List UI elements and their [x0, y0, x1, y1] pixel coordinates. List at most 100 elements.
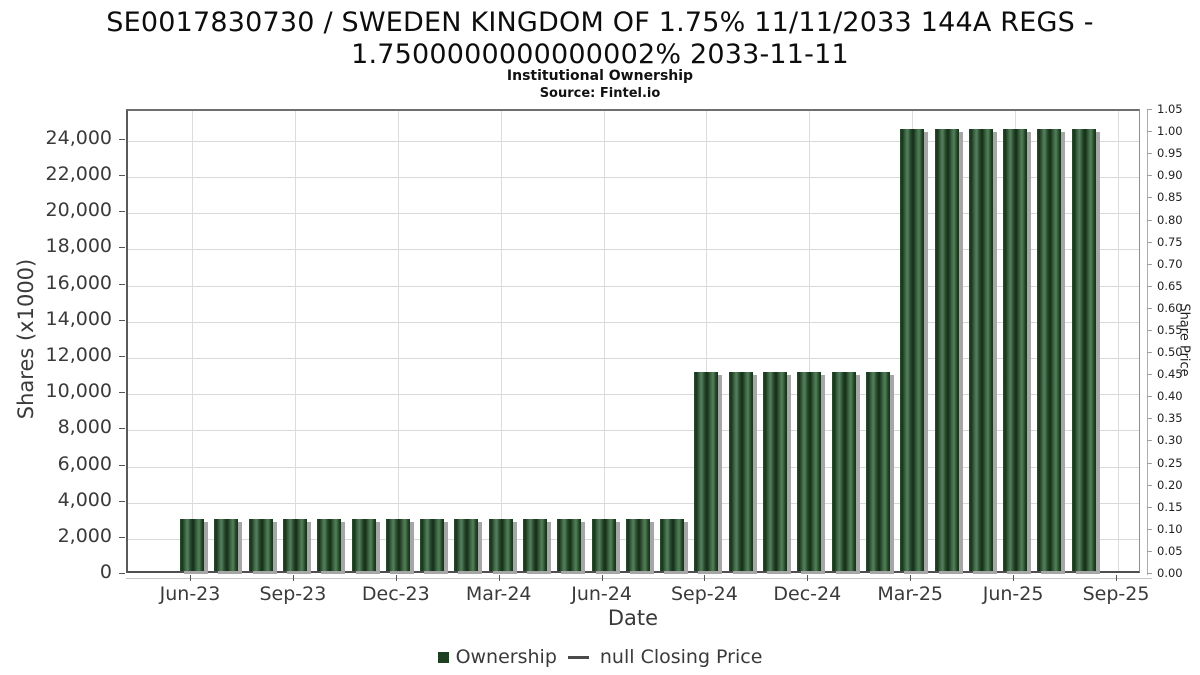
- ownership-bar-Jan-25[interactable]: [831, 372, 856, 571]
- chart-subtitle: Institutional Ownership: [506, 68, 694, 84]
- right-tick-label: 0.15: [1157, 499, 1183, 514]
- v-gridline: [706, 111, 708, 571]
- right-axis-spine: [1147, 109, 1148, 575]
- right-tick-label: 0.45: [1157, 367, 1183, 382]
- right-tick-mark: [1147, 573, 1152, 574]
- h-gridline: [128, 177, 1139, 178]
- ownership-bar-Oct-23[interactable]: [317, 519, 342, 571]
- right-tick-label: 0.70: [1157, 256, 1183, 271]
- right-tick-mark: [1147, 175, 1152, 177]
- ownership-bar-Aug-23[interactable]: [248, 519, 273, 571]
- ownership-bar-Jul-24[interactable]: [625, 519, 650, 571]
- v-gridline: [294, 111, 296, 571]
- y-tick-label: 14,000: [45, 307, 112, 330]
- h-gridline: [128, 140, 1139, 142]
- right-tick-mark: [1147, 418, 1152, 420]
- ownership-bar-Mar-24[interactable]: [488, 519, 513, 571]
- right-tick-label: 0.35: [1157, 411, 1183, 426]
- h-gridline: [128, 213, 1139, 215]
- y-tick-label: 6,000: [57, 452, 112, 475]
- ownership-bar-Jul-23[interactable]: [214, 519, 239, 571]
- right-tick-mark: [1147, 550, 1152, 552]
- x-tick-label: Jun-24: [571, 583, 632, 605]
- y-tick-label: 12,000: [45, 343, 112, 366]
- ownership-bar-Apr-25[interactable]: [934, 128, 959, 571]
- y-tick-label: 22,000: [45, 163, 112, 185]
- ownership-bar-Mar-25[interactable]: [900, 128, 925, 571]
- chart-source: Source: Fintel.io: [539, 86, 661, 101]
- right-tick-label: 0.05: [1157, 543, 1183, 558]
- x-axis-title: Date: [607, 606, 659, 630]
- v-gridline: [603, 111, 605, 571]
- y-tick-mark: [119, 319, 125, 321]
- y-tick-mark: [119, 247, 125, 249]
- x-tick-label: Mar-24: [465, 583, 532, 605]
- x-tick-label: Dec-23: [361, 583, 430, 605]
- x-tick-label: Sep-23: [259, 583, 327, 605]
- y-tick-label: 16,000: [45, 271, 112, 294]
- right-tick-mark: [1147, 374, 1152, 376]
- right-tick-mark: [1147, 528, 1152, 530]
- ownership-bar-Feb-24[interactable]: [454, 519, 479, 571]
- right-tick-mark: [1147, 219, 1152, 221]
- x-tick-label: Jun-23: [159, 583, 221, 605]
- y-tick-label: 18,000: [45, 235, 112, 258]
- ownership-bar-Jun-24[interactable]: [591, 519, 616, 571]
- right-tick-mark: [1147, 330, 1152, 331]
- h-gridline: [128, 249, 1139, 251]
- v-gridline: [397, 111, 399, 571]
- right-tick-mark: [1147, 506, 1152, 508]
- x-tick-mark: [395, 575, 397, 581]
- legend-price-label: null Closing Price: [599, 646, 763, 668]
- ownership-bar-Dec-23[interactable]: [385, 519, 410, 571]
- x-tick-mark: [910, 575, 912, 581]
- y-tick-mark: [119, 464, 125, 466]
- x-tick-mark: [190, 575, 191, 581]
- h-gridline: [128, 321, 1139, 323]
- y-tick-label: 4,000: [57, 488, 112, 511]
- x-tick-mark: [498, 575, 500, 581]
- ownership-bar-Jan-24[interactable]: [420, 519, 445, 571]
- x-tick-mark: [601, 575, 603, 581]
- x-tick-mark: [704, 575, 706, 581]
- right-tick-label: 0.55: [1157, 323, 1183, 337]
- ownership-bar-Aug-25[interactable]: [1071, 128, 1096, 571]
- right-tick-label: 0.80: [1157, 212, 1183, 227]
- h-gridline: [128, 357, 1139, 359]
- x-tick-label: Jun-25: [982, 583, 1044, 605]
- right-tick-label: 0.50: [1157, 345, 1183, 359]
- y-tick-mark: [119, 428, 125, 430]
- ownership-bar-Feb-25[interactable]: [865, 372, 890, 571]
- ownership-bar-Sep-23[interactable]: [282, 519, 307, 571]
- y-tick-label: 24,000: [45, 126, 112, 149]
- ownership-bar-Dec-24[interactable]: [797, 372, 822, 571]
- ownership-bar-Aug-24[interactable]: [660, 519, 685, 571]
- right-tick-mark: [1147, 285, 1152, 287]
- right-tick-label: 0.20: [1157, 477, 1183, 492]
- right-tick-label: 0.90: [1157, 168, 1183, 183]
- x-tick-mark: [807, 575, 809, 581]
- ownership-bar-Jul-25[interactable]: [1037, 128, 1062, 571]
- ownership-bar-Nov-24[interactable]: [763, 372, 787, 571]
- ownership-bar-May-24[interactable]: [557, 519, 582, 571]
- ownership-bar-May-25[interactable]: [968, 128, 993, 571]
- right-tick-label: 0.75: [1157, 234, 1183, 249]
- ownership-bar-Sep-24[interactable]: [694, 372, 719, 571]
- ownership-bar-Jun-23[interactable]: [180, 519, 204, 571]
- secondary-baseline: [126, 578, 1152, 579]
- ownership-bar-Nov-23[interactable]: [351, 519, 376, 571]
- y-tick-label: 10,000: [45, 380, 112, 403]
- right-tick-label: 1.00: [1157, 124, 1183, 139]
- legend-ownership-label: Ownership: [455, 646, 557, 668]
- chart-title-line1: SE0017830730 / SWEDEN KINGDOM OF 1.75% 1…: [106, 7, 1094, 38]
- ownership-bar-Oct-24[interactable]: [728, 372, 753, 571]
- h-gridline: [128, 285, 1139, 287]
- right-tick-mark: [1147, 352, 1152, 353]
- v-gridline: [192, 111, 193, 571]
- x-tick-label: Sep-25: [1082, 583, 1150, 605]
- v-gridline: [809, 111, 811, 571]
- right-tick-mark: [1147, 109, 1152, 110]
- right-tick-label: 0.30: [1157, 433, 1183, 448]
- ownership-bar-Jun-25[interactable]: [1003, 128, 1028, 571]
- ownership-bar-Apr-24[interactable]: [523, 519, 547, 571]
